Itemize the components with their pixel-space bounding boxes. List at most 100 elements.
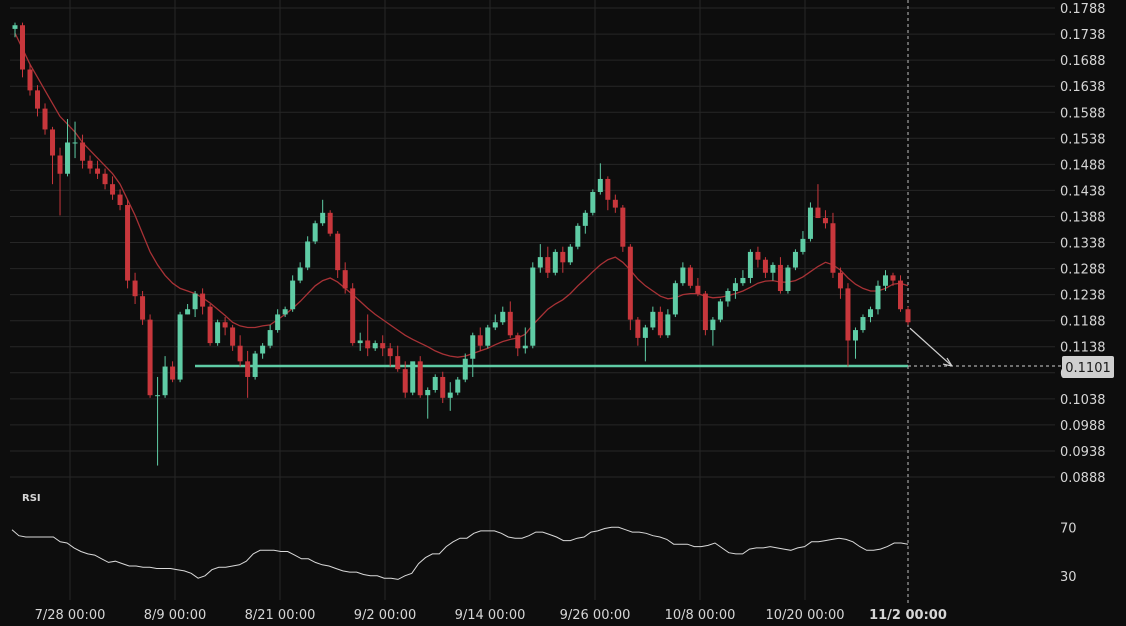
candle-body <box>560 251 566 263</box>
candle-body <box>597 178 603 192</box>
candle-body <box>657 311 663 336</box>
candle-body <box>80 142 86 161</box>
candle-body <box>275 314 281 331</box>
candle <box>20 22 26 78</box>
candle <box>290 275 296 312</box>
candle-body <box>905 309 911 323</box>
candle-body <box>290 280 296 310</box>
candle-body <box>695 285 701 294</box>
candle-body <box>470 335 476 359</box>
candle-body <box>762 259 768 273</box>
candle-body <box>815 207 821 219</box>
candle-body <box>747 251 753 278</box>
candle <box>282 306 288 318</box>
candle <box>455 376 461 396</box>
current-date-label: 11/2 00:00 <box>869 608 947 623</box>
candle-body <box>845 288 851 341</box>
candle <box>357 332 363 351</box>
candle <box>597 163 603 195</box>
candle <box>222 317 228 336</box>
candle-body <box>432 376 438 390</box>
candle-body <box>897 280 903 310</box>
candlesticks <box>12 22 911 466</box>
candle-body <box>522 345 528 349</box>
candle <box>320 199 326 226</box>
candle-body <box>327 212 333 234</box>
candle <box>72 121 78 159</box>
candle-body <box>372 343 378 349</box>
candle <box>440 371 446 404</box>
candle <box>132 272 138 305</box>
candle <box>207 304 213 346</box>
candle-body <box>702 293 708 331</box>
candle <box>350 283 356 346</box>
candle <box>432 374 438 393</box>
price-tick-label: 0.1288 <box>1060 263 1106 278</box>
candle <box>732 277 738 299</box>
candle-body <box>50 129 56 156</box>
candle <box>822 210 828 229</box>
candle-body <box>642 327 648 338</box>
price-tick-label: 0.1488 <box>1060 158 1106 173</box>
candle-body <box>320 212 326 224</box>
candle-body <box>447 392 453 398</box>
projection-arrow-line <box>909 327 953 367</box>
candle-body <box>485 327 491 346</box>
date-tick-label: 8/21 00:00 <box>245 608 316 623</box>
candle <box>102 168 108 190</box>
candle <box>672 280 678 318</box>
candle-body <box>477 335 483 346</box>
candle <box>275 309 281 333</box>
candle <box>12 22 18 38</box>
candle <box>327 210 333 237</box>
price-tick-label: 0.1538 <box>1060 132 1106 147</box>
candle <box>27 64 33 96</box>
candle <box>260 343 266 359</box>
candle <box>807 202 813 242</box>
candle-body <box>215 322 221 344</box>
candle <box>192 290 198 318</box>
candle <box>710 317 716 346</box>
candle-body <box>545 257 551 273</box>
current-price-badge-bg <box>1062 356 1114 378</box>
candle <box>35 85 41 117</box>
candle-body <box>230 327 236 346</box>
price-tick-label: 0.1388 <box>1060 210 1106 225</box>
candle <box>890 272 896 286</box>
candle <box>162 356 168 398</box>
candle-body <box>162 366 168 396</box>
annotations <box>909 327 953 367</box>
candle-body <box>890 275 896 281</box>
candle <box>657 306 663 338</box>
candle <box>882 270 888 291</box>
rsi-level-label: 70 <box>1060 521 1077 536</box>
candle <box>897 275 903 312</box>
candle <box>537 244 543 273</box>
price-tick-label: 0.1788 <box>1060 2 1106 17</box>
candle-body <box>312 223 318 242</box>
date-tick-label: 9/14 00:00 <box>455 608 526 623</box>
candle <box>65 119 71 177</box>
candle-body <box>575 225 581 247</box>
rsi-level-label: 30 <box>1060 570 1077 585</box>
candle <box>725 288 731 307</box>
moving-average <box>14 32 909 358</box>
candle-body <box>665 314 671 336</box>
candle-body <box>110 184 116 195</box>
candle-body <box>140 296 146 320</box>
candle <box>530 262 536 349</box>
candle-body <box>672 283 678 315</box>
candle <box>237 335 243 367</box>
candle <box>770 262 776 281</box>
price-tick-label: 0.0988 <box>1060 419 1106 434</box>
candle <box>200 288 206 315</box>
date-tick-label: 9/26 00:00 <box>560 608 631 623</box>
candle-body <box>680 267 686 284</box>
candle <box>267 324 273 349</box>
candle <box>815 184 821 219</box>
candle <box>95 160 101 179</box>
candle <box>845 283 851 367</box>
candle <box>785 264 791 294</box>
